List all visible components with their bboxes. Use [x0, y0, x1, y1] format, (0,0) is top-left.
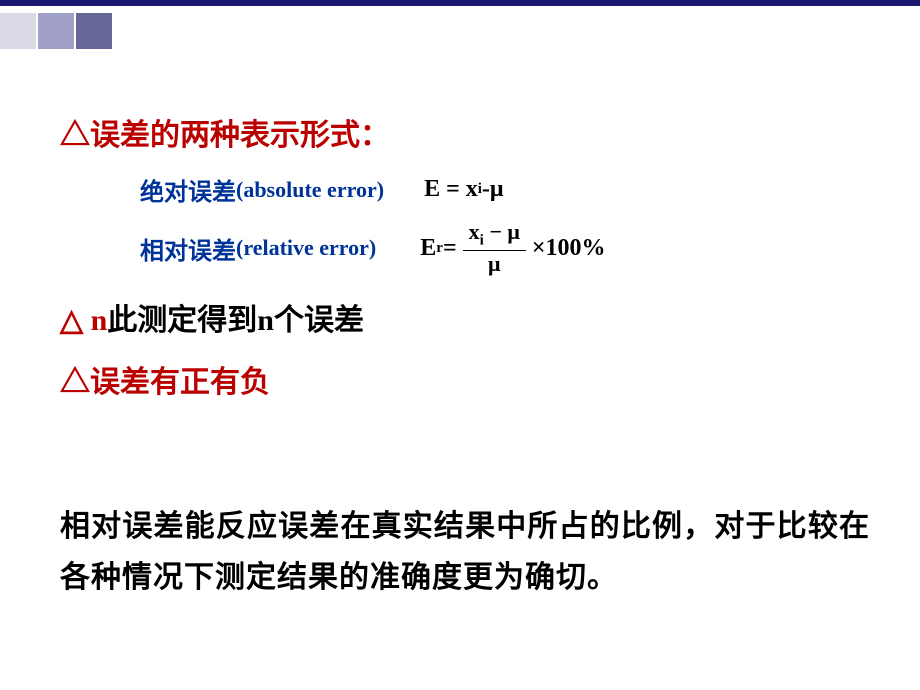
- frac-minus-mu: − μ: [484, 219, 520, 244]
- relative-error-row: 相对误差(relative error) Er = xi − μ μ ×100%: [140, 221, 870, 275]
- absolute-error-label-en: (absolute error): [236, 177, 384, 203]
- relative-error-label-en: (relative error): [236, 235, 376, 261]
- error-sign-line: △误差有正有负: [60, 357, 870, 401]
- fraction-denominator: μ: [488, 251, 500, 275]
- relative-error-label-cn: 相对误差: [140, 231, 236, 266]
- n-tail-text: 个误差: [274, 304, 364, 337]
- absolute-error-formula: E = xi-μ: [424, 176, 503, 203]
- relative-error-formula: Er = xi − μ μ ×100%: [420, 221, 605, 275]
- top-decoration: [0, 0, 920, 50]
- formula-times-100: ×100%: [532, 235, 606, 262]
- delta-prefix: △: [60, 304, 91, 337]
- deco-square-3: [76, 13, 112, 49]
- n-measurements-line: △ n此测定得到n个误差: [60, 295, 870, 339]
- absolute-error-row: 绝对误差(absolute error) E = xi-μ: [140, 172, 870, 207]
- n-first: n: [91, 304, 108, 337]
- absolute-error-label-cn: 绝对误差: [140, 172, 236, 207]
- fraction-numerator: xi − μ: [463, 221, 526, 251]
- top-line: [0, 0, 920, 6]
- formula-eq: =: [443, 235, 457, 262]
- formula-Er-sub: r: [436, 240, 443, 257]
- fraction: xi − μ μ: [463, 221, 526, 275]
- heading-error-forms: △误差的两种表示形式：: [60, 110, 870, 154]
- formula-Er-E: E: [420, 235, 436, 262]
- frac-x: x: [469, 219, 480, 244]
- explanation-paragraph: 相对误差能反应误差在真实结果中所占的比例，对于比较在各种情况下测定结果的准确度更…: [60, 501, 870, 603]
- formula-minus-mu: -μ: [482, 176, 504, 203]
- n-mid-text: 此测定得到: [107, 304, 257, 337]
- deco-square-1: [0, 13, 36, 49]
- formula-E-eq-xi: E = x: [424, 176, 478, 203]
- n-second: n: [257, 304, 274, 337]
- deco-square-2: [38, 13, 74, 49]
- slide-content: △误差的两种表示形式： 绝对误差(absolute error) E = xi-…: [60, 110, 870, 603]
